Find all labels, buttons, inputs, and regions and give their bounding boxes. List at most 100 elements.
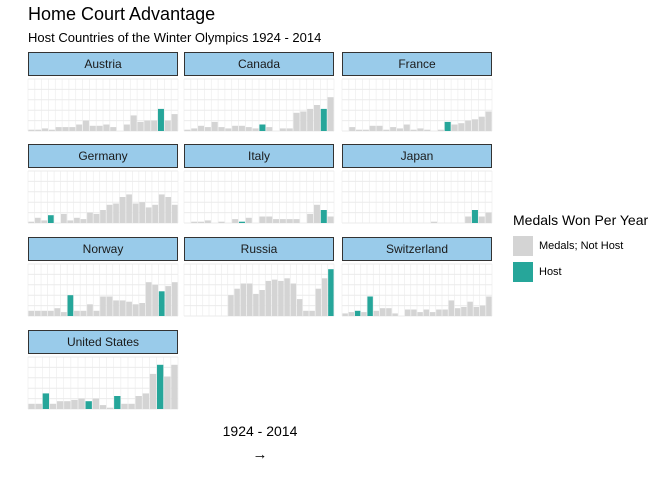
bar-italy xyxy=(273,219,280,223)
bar-austria xyxy=(103,124,110,131)
bar-germany xyxy=(126,194,132,223)
facet-label-japan: Japan xyxy=(401,149,434,163)
bar-canada xyxy=(211,121,218,131)
bar-italy xyxy=(286,219,293,223)
bar-canada xyxy=(293,112,300,131)
bar-switzerland xyxy=(404,309,411,316)
bar-austria xyxy=(48,129,55,131)
bar-japan xyxy=(485,212,492,223)
facet-label-france: France xyxy=(398,57,436,71)
bar-norway xyxy=(158,291,165,316)
bar-germany xyxy=(158,194,165,223)
bar-canada xyxy=(286,128,293,131)
bar-norway xyxy=(145,282,152,316)
bar-canada xyxy=(313,105,320,131)
bar-germany xyxy=(74,217,80,223)
bar-canada xyxy=(252,128,259,131)
bar-canada xyxy=(245,127,252,131)
bar-russia xyxy=(240,283,247,316)
bar-france xyxy=(356,129,363,131)
bar-canada xyxy=(184,129,191,131)
bar-austria xyxy=(28,129,35,131)
bar-russia xyxy=(259,290,265,316)
bar-united-states xyxy=(156,364,164,409)
bar-norway xyxy=(113,300,119,316)
bar-norway xyxy=(87,304,93,316)
bar-italy xyxy=(238,221,245,223)
bar-austria xyxy=(96,125,103,131)
bar-russia xyxy=(315,288,322,316)
bar-norway xyxy=(67,295,74,316)
bar-france xyxy=(417,128,424,131)
bar-germany xyxy=(145,207,152,223)
bar-france xyxy=(369,125,376,131)
bar-canada xyxy=(266,127,273,131)
bar-russia xyxy=(284,278,290,316)
facet-label-united-states: United States xyxy=(67,335,139,349)
bar-canada xyxy=(191,128,198,131)
bar-united-states xyxy=(56,401,64,409)
bar-germany xyxy=(139,202,145,223)
bar-france xyxy=(465,120,472,131)
bar-norway xyxy=(74,310,80,316)
bar-united-states xyxy=(92,398,100,409)
facet-label-russia: Russia xyxy=(241,242,278,256)
bar-switzerland xyxy=(479,305,486,316)
bar-japan xyxy=(471,210,478,223)
legend-key-not-host xyxy=(513,236,533,256)
facet-strip-germany xyxy=(28,144,178,168)
bar-united-states xyxy=(28,403,35,409)
bar-norway xyxy=(28,310,35,316)
bar-germany xyxy=(34,217,41,223)
bar-norway xyxy=(61,312,67,316)
facet-strip-norway xyxy=(28,237,178,261)
bar-united-states xyxy=(64,401,71,409)
bar-united-states xyxy=(85,401,92,409)
bar-canada xyxy=(232,125,239,131)
facet-strip-japan xyxy=(342,144,492,168)
bar-united-states xyxy=(42,393,50,409)
bar-france xyxy=(390,127,397,131)
bar-austria xyxy=(123,124,130,131)
bar-switzerland xyxy=(342,313,348,316)
bar-france xyxy=(396,128,403,131)
bar-norway xyxy=(100,296,106,316)
bar-united-states xyxy=(49,403,57,409)
bar-france xyxy=(403,124,410,131)
legend-title: Medals Won Per Year xyxy=(513,212,649,228)
bar-norway xyxy=(139,303,145,316)
bar-canada xyxy=(218,127,225,131)
bar-germany xyxy=(41,220,48,223)
bar-germany xyxy=(113,203,119,223)
facet-strip-france xyxy=(342,52,492,76)
bar-germany xyxy=(100,210,106,223)
bar-switzerland xyxy=(436,309,442,316)
bar-austria xyxy=(151,120,158,131)
bar-italy xyxy=(320,210,327,223)
bar-italy xyxy=(266,216,273,223)
bar-norway xyxy=(171,282,178,316)
bar-norway xyxy=(119,300,126,316)
bar-united-states xyxy=(78,398,85,409)
bar-germany xyxy=(132,203,139,223)
bar-switzerland xyxy=(386,308,392,316)
bar-norway xyxy=(41,310,48,316)
bar-germany xyxy=(119,197,126,223)
facet-label-norway: Norway xyxy=(83,242,124,256)
bar-russia xyxy=(228,295,234,316)
bar-switzerland xyxy=(467,301,473,316)
bar-switzerland xyxy=(454,308,461,316)
facet-label-austria: Austria xyxy=(84,57,122,71)
bar-japan xyxy=(478,216,485,223)
bar-canada xyxy=(307,108,314,131)
bar-italy xyxy=(232,219,239,223)
bar-united-states xyxy=(114,396,121,409)
bar-austria xyxy=(130,115,137,131)
bar-italy xyxy=(245,217,252,223)
chart-title: Home Court Advantage xyxy=(28,4,216,24)
bar-france xyxy=(410,129,417,131)
bar-norway xyxy=(152,284,159,316)
bar-norway xyxy=(93,310,100,316)
bar-united-states xyxy=(171,364,178,409)
